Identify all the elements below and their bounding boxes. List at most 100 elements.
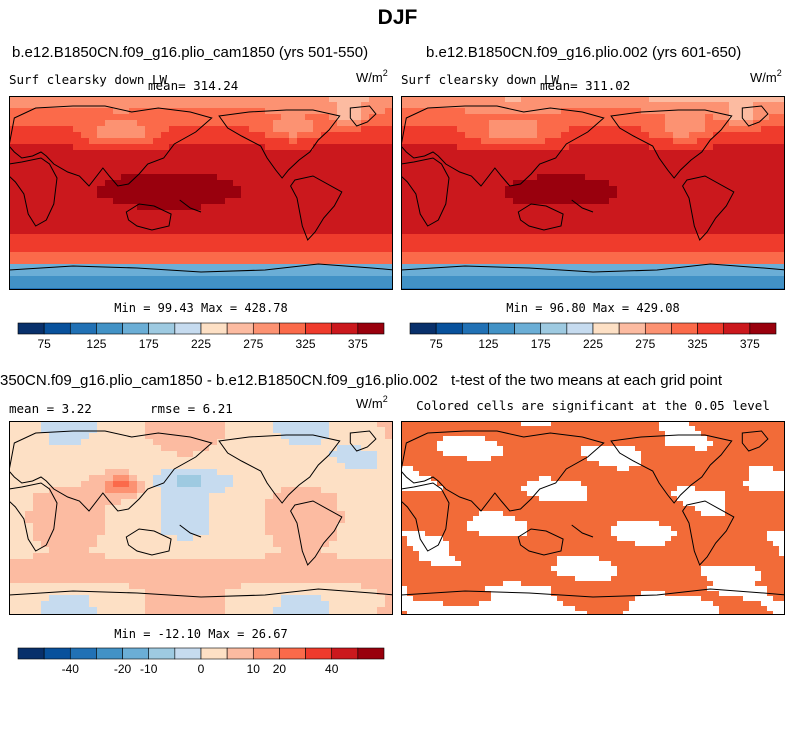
grid-cell [641,192,650,199]
grid-cell [629,426,636,432]
grid-cell [121,445,130,452]
grid-cell [9,589,18,596]
grid-cell [585,270,594,277]
grid-cell [209,517,218,524]
grid-cell [561,120,570,127]
grid-cell [105,186,114,193]
grid-cell [185,589,194,596]
grid-cell [705,144,714,151]
grid-cell [201,246,210,253]
grid-cell [137,144,146,151]
grid-cell [185,607,194,614]
grid-cell [153,246,162,253]
grid-cell [289,493,298,500]
grid-cell [449,126,458,133]
grid-cell [33,144,42,151]
grid-cell [385,120,393,127]
grid-cell [513,252,522,259]
grid-cell [369,421,378,428]
grid-cell [265,451,274,458]
grid-cell [769,180,778,187]
grid-cell [25,595,34,602]
grid-cell [281,192,290,199]
grid-cell [449,258,458,265]
grid-cell [561,96,570,103]
grid-cell [297,258,306,265]
grid-cell [217,601,226,608]
grid-cell [121,132,130,139]
grid-cell [345,192,354,199]
grid-cell [729,138,738,145]
grid-cell [257,421,266,428]
grid-cell [345,535,354,542]
grid-cell [305,559,314,566]
grid-cell [705,216,714,223]
colorbar-swatch [331,322,359,335]
grid-cell [617,421,624,427]
grid-cell [233,529,242,536]
grid-cell [145,180,154,187]
grid-cell [337,469,346,476]
grid-cell [633,240,642,247]
grid-cell [193,589,202,596]
grid-cell [449,150,458,157]
colorbar-tick-label: -20 [114,662,132,676]
grid-cell [9,96,18,103]
grid-cell [745,102,754,109]
grid-cell [233,120,242,127]
grid-cell [345,204,354,211]
grid-cell [569,156,578,163]
grid-cell [553,264,562,271]
grid-cell [249,571,258,578]
grid-cell [721,102,730,109]
grid-cell [305,168,314,175]
grid-cell [57,541,66,548]
grid-cell [473,264,482,271]
grid-cell [681,120,690,127]
grid-cell [65,282,74,289]
grid-cell [233,162,242,169]
grid-cell [369,180,378,187]
grid-cell [553,114,562,121]
grid-cell [161,493,170,500]
grid-cell [209,541,218,548]
grid-cell [129,523,138,530]
grid-cell [281,210,290,217]
grid-cell [65,499,74,506]
grid-cell [257,198,266,205]
grid-cell [9,186,18,193]
grid-cell [273,96,282,103]
colorbar-tick-label: 325 [296,337,316,351]
colorbar-swatch [69,322,97,335]
grid-cell [25,475,34,482]
grid-cell [257,565,266,572]
grid-cell [241,463,250,470]
grid-cell [113,246,122,253]
grid-cell [73,222,82,229]
grid-cell [225,457,234,464]
grid-cell [769,270,778,277]
grid-cell [33,252,42,259]
grid-cell [25,541,34,548]
grid-cell [761,174,770,181]
grid-cell [169,535,178,542]
grid-cell [697,210,706,217]
grid-cell [25,559,34,566]
grid-cell [169,427,178,434]
grid-cell [377,457,386,464]
grid-cell [329,258,338,265]
grid-cell [369,481,378,488]
grid-cell [81,168,90,175]
coastline [9,588,393,598]
grid-cell [129,114,138,121]
grid-cell [539,426,546,432]
grid-cell [329,589,338,596]
grid-cell [657,240,666,247]
grid-cell [385,144,393,151]
grid-cell [473,114,482,121]
grid-cell [137,523,146,530]
grid-cell [297,228,306,235]
grid-cell [225,463,234,470]
grid-cell [297,144,306,151]
grid-cell [145,565,154,572]
